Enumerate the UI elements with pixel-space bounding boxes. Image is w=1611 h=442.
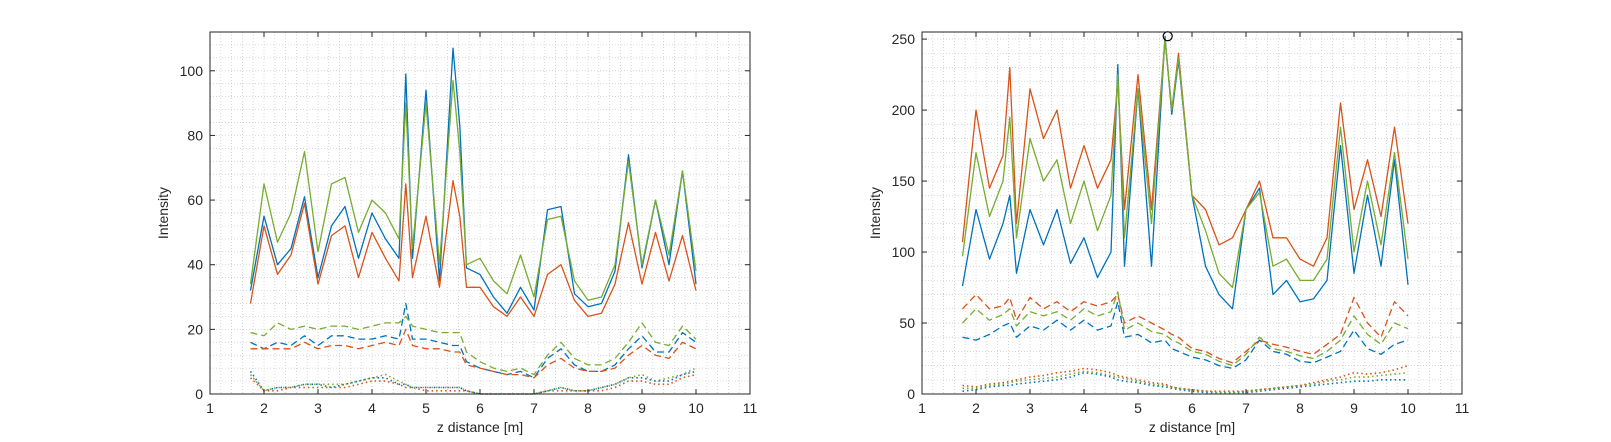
series-green-dot-line [249,367,697,395]
left-intensity-chart: 1 2 3 4 5 6 7 8 9 10 11 0 20 40 60 80 100 z distance [m] I… [155,31,758,435]
y-tick-label: 200 [892,102,916,118]
x-tick-label: 10 [688,400,704,416]
x-tick-label: 5 [422,400,430,416]
right-intensity-chart: 1 2 3 4 5 6 7 8 9 10 11 0 50 100 150 200 250 z distance [… [867,31,1469,435]
y-tick-label: 250 [892,31,916,47]
series-blue-dash-line [250,302,697,379]
series-blue-dot-line [962,371,1408,394]
x-tick-label: 2 [260,400,268,416]
y-tick-label: 0 [907,386,915,402]
x-tick-label: 1 [206,400,214,416]
y-tick-label: 80 [187,127,203,143]
y-tick-label: 50 [899,315,915,331]
x-tick-label: 8 [1296,400,1304,416]
series-green-dash-line [962,291,1409,367]
series-orange-dot-line [962,364,1409,393]
y-tick-label: 40 [187,257,203,273]
x-tick-label: 4 [1080,400,1088,416]
x-tick-label: 2 [972,400,980,416]
y-tick-label: 20 [187,321,203,337]
x-tick-label: 8 [584,400,592,416]
series-orange-dash-line [962,293,1409,364]
series-orange-dot-line [249,373,697,395]
x-tick-label: 7 [1242,400,1250,416]
x-tick-label: 7 [530,400,538,416]
series-green-dot-line [962,370,1409,394]
y-tick-label: 100 [180,63,204,79]
series-orange-solid-line [249,180,697,318]
x-tick-label: 11 [743,400,758,416]
x-tick-label: 6 [1188,400,1196,416]
x-tick-label: 6 [476,400,484,416]
y-tick-label: 150 [892,173,916,189]
y-tick-label: 60 [187,192,203,208]
x-axis-label: z distance [m] [1149,419,1235,435]
x-axis-label: z distance [m] [437,419,523,435]
y-tick-label: 100 [892,244,916,260]
series-blue-solid-line [961,35,1409,310]
y-tick-label: 0 [195,386,203,402]
series-orange-dash-line [250,328,697,379]
y-axis-label: Intensity [867,187,883,239]
x-tick-label: 5 [1134,400,1142,416]
x-tick-label: 3 [314,400,322,416]
x-tick-label: 4 [368,400,376,416]
x-tick-label: 9 [1350,400,1358,416]
series-green-solid-line [249,79,697,301]
x-tick-label: 1 [918,400,926,416]
series-green-dash-line [250,315,697,376]
x-tick-label: 3 [1026,400,1034,416]
series-blue-dash-line [962,301,1409,370]
series-green-solid-line [961,38,1409,289]
x-tick-label: 9 [638,400,646,416]
y-axis-label: Intensity [155,187,171,239]
x-tick-label: 11 [1455,400,1470,416]
x-tick-label: 10 [1400,400,1416,416]
